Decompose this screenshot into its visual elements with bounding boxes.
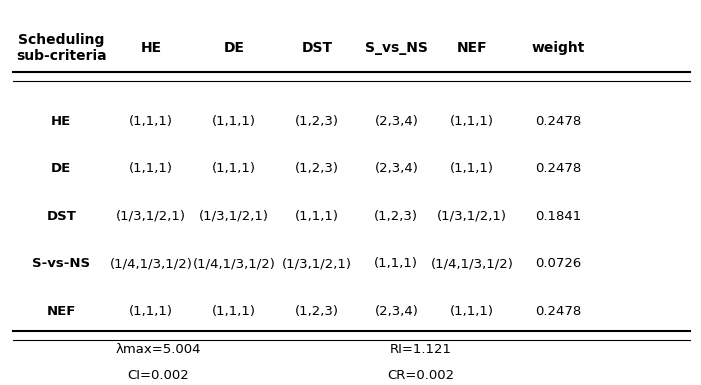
Text: DST: DST [46, 210, 76, 223]
Text: HE: HE [51, 115, 72, 128]
Text: (1,1,1): (1,1,1) [450, 305, 494, 318]
Text: DE: DE [224, 41, 245, 55]
Text: (1/4,1/3,1/2): (1/4,1/3,1/2) [109, 257, 193, 270]
Text: S-vs-NS: S-vs-NS [32, 257, 90, 270]
Text: CI=0.002: CI=0.002 [127, 369, 189, 382]
Text: 0.2478: 0.2478 [536, 162, 582, 175]
Text: HE: HE [140, 41, 162, 55]
Text: (1,2,3): (1,2,3) [295, 115, 339, 128]
Text: (1/3,1/2,1): (1/3,1/2,1) [437, 210, 508, 223]
Text: (2,3,4): (2,3,4) [374, 115, 418, 128]
Text: (1,1,1): (1,1,1) [450, 115, 494, 128]
Text: (1,1,1): (1,1,1) [450, 162, 494, 175]
Text: 0.0726: 0.0726 [536, 257, 582, 270]
Text: DE: DE [51, 162, 72, 175]
Text: (1,1,1): (1,1,1) [212, 162, 256, 175]
Text: (2,3,4): (2,3,4) [374, 162, 418, 175]
Text: 0.1841: 0.1841 [536, 210, 582, 223]
Text: (1,1,1): (1,1,1) [129, 305, 173, 318]
Text: (1,2,3): (1,2,3) [295, 305, 339, 318]
Text: weight: weight [532, 41, 585, 55]
Text: CR=0.002: CR=0.002 [387, 369, 454, 382]
Text: NEF: NEF [457, 41, 488, 55]
Text: (1/3,1/2,1): (1/3,1/2,1) [199, 210, 269, 223]
Text: (1/4,1/3,1/2): (1/4,1/3,1/2) [431, 257, 514, 270]
Text: Scheduling
sub-criteria: Scheduling sub-criteria [16, 33, 107, 63]
Text: (1,2,3): (1,2,3) [295, 162, 339, 175]
Text: (1/3,1/2,1): (1/3,1/2,1) [282, 257, 352, 270]
Text: 0.2478: 0.2478 [536, 115, 582, 128]
Text: RI=1.121: RI=1.121 [390, 343, 451, 356]
Text: (1/3,1/2,1): (1/3,1/2,1) [116, 210, 186, 223]
Text: NEF: NEF [46, 305, 76, 318]
Text: (1,1,1): (1,1,1) [295, 210, 339, 223]
Text: (2,3,4): (2,3,4) [374, 305, 418, 318]
Text: (1,1,1): (1,1,1) [129, 162, 173, 175]
Text: (1,1,1): (1,1,1) [212, 305, 256, 318]
Text: (1,2,3): (1,2,3) [374, 210, 418, 223]
Text: S_vs_NS: S_vs_NS [365, 41, 428, 55]
Text: 0.2478: 0.2478 [536, 305, 582, 318]
Text: (1,1,1): (1,1,1) [212, 115, 256, 128]
Text: λmax=5.004: λmax=5.004 [115, 343, 200, 356]
Text: (1,1,1): (1,1,1) [374, 257, 418, 270]
Text: (1/4,1/3,1/2): (1/4,1/3,1/2) [193, 257, 275, 270]
Text: DST: DST [301, 41, 332, 55]
Text: (1,1,1): (1,1,1) [129, 115, 173, 128]
